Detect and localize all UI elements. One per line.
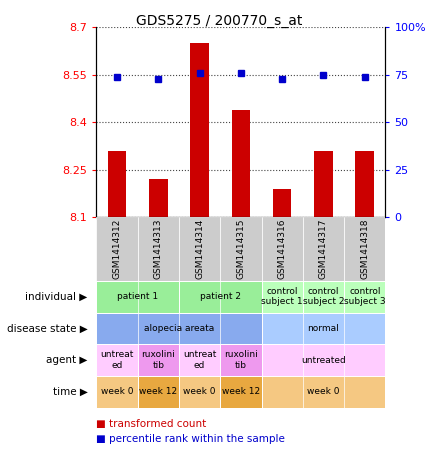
Bar [179,376,220,408]
Bar [138,376,179,408]
Bar [261,281,303,313]
Text: ■ percentile rank within the sample: ■ percentile rank within the sample [96,434,285,443]
Text: time ▶: time ▶ [53,387,88,397]
Text: untreat
ed: untreat ed [183,351,216,370]
Bar [179,281,261,313]
Text: week 0: week 0 [101,387,133,396]
Bar [261,344,385,376]
Bar [220,217,261,281]
Text: agent ▶: agent ▶ [46,355,88,365]
Bar [261,313,385,344]
Bar [261,376,385,408]
Text: untreat
ed: untreat ed [100,351,134,370]
Bar [96,281,179,313]
Text: GSM1414316: GSM1414316 [278,219,287,280]
Bar [314,151,333,217]
Text: GSM1414317: GSM1414317 [319,219,328,280]
Text: week 12: week 12 [222,387,260,396]
Bar [138,217,179,281]
Bar [96,313,261,344]
Text: normal: normal [307,324,339,333]
Bar [220,344,261,376]
Bar [344,217,385,281]
Bar [96,376,138,408]
Text: patient 2: patient 2 [200,292,241,301]
Bar [303,281,344,313]
Text: untreated: untreated [301,356,346,365]
Text: GDS5275 / 200770_s_at: GDS5275 / 200770_s_at [136,14,302,28]
Bar [190,43,209,217]
Text: alopecia areata: alopecia areata [144,324,214,333]
Text: ■ transformed count: ■ transformed count [96,419,207,429]
Text: ruxolini
tib: ruxolini tib [224,351,258,370]
Text: GSM1414313: GSM1414313 [154,219,163,280]
Bar [303,217,344,281]
Bar [138,344,179,376]
Bar [220,376,261,408]
Bar [344,281,385,313]
Bar [108,151,126,217]
Text: control
subject 1: control subject 1 [261,287,303,306]
Text: GSM1414312: GSM1414312 [113,219,121,280]
Text: ruxolini
tib: ruxolini tib [141,351,175,370]
Text: patient 1: patient 1 [117,292,158,301]
Bar [96,344,138,376]
Text: control
subject 2: control subject 2 [303,287,344,306]
Text: GSM1414314: GSM1414314 [195,219,204,280]
Text: individual ▶: individual ▶ [25,292,88,302]
Bar [179,217,220,281]
Text: week 0: week 0 [184,387,216,396]
Bar [179,344,220,376]
Bar [273,189,291,217]
Bar [149,179,168,217]
Text: week 12: week 12 [139,387,177,396]
Text: GSM1414315: GSM1414315 [237,219,245,280]
Bar [261,217,303,281]
Text: disease state ▶: disease state ▶ [7,323,88,333]
Text: GSM1414318: GSM1414318 [360,219,369,280]
Bar [96,217,138,281]
Bar [232,110,250,217]
Text: week 0: week 0 [307,387,340,396]
Bar [356,151,374,217]
Text: control
subject 3: control subject 3 [344,287,385,306]
